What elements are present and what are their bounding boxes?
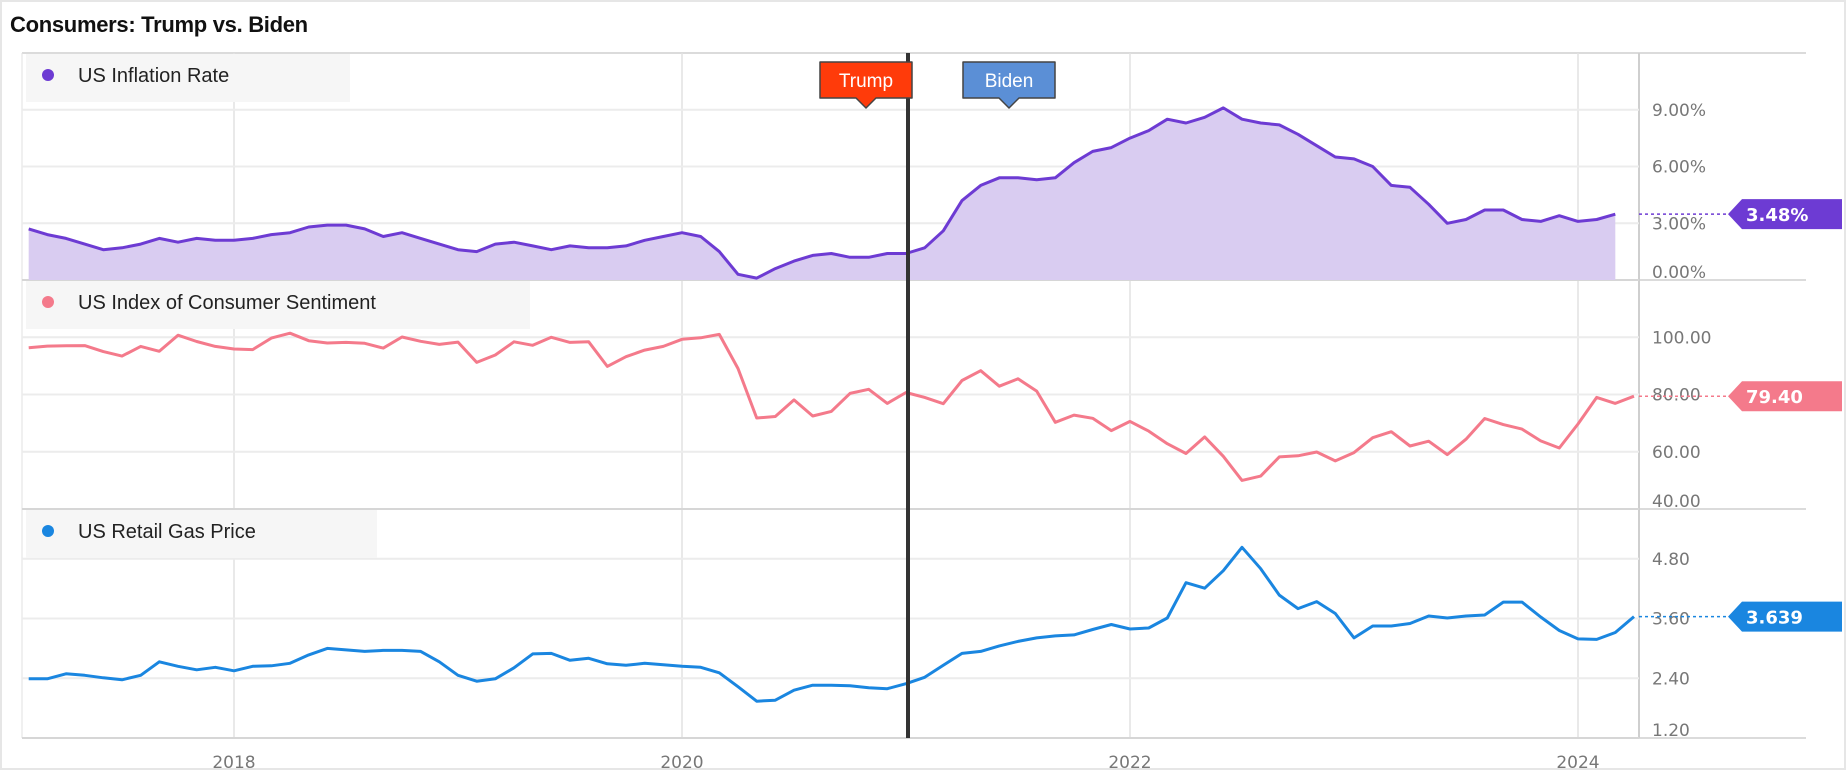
y-tick-label: 3.00% bbox=[1652, 214, 1706, 234]
legend-box bbox=[26, 281, 530, 329]
last-value-label: 3.48% bbox=[1746, 205, 1808, 226]
legend-label: US Inflation Rate bbox=[78, 65, 229, 87]
chart-title: Consumers: Trump vs. Biden bbox=[10, 12, 308, 37]
trump-marker: Trump bbox=[819, 61, 913, 109]
last-value-label: 79.40 bbox=[1746, 387, 1803, 408]
y-tick-label: 3.60 bbox=[1652, 610, 1690, 630]
inflation-area-fill bbox=[28, 107, 1616, 281]
x-tick-label-2018: 2018 bbox=[212, 753, 255, 770]
last-value-tag bbox=[1728, 381, 1842, 412]
legend-marker bbox=[42, 69, 54, 81]
legend-marker bbox=[42, 296, 54, 308]
last-value-tag bbox=[1728, 199, 1842, 230]
y-tick-label: 1.20 bbox=[1652, 721, 1690, 741]
biden-marker-shape bbox=[962, 61, 1056, 109]
series-line-0 bbox=[28, 106, 1616, 280]
trump-marker-label: Trump bbox=[839, 71, 893, 92]
y-tick-label: 9.00% bbox=[1652, 101, 1706, 121]
biden-marker: Biden bbox=[962, 61, 1056, 109]
x-tick-label-2024: 2024 bbox=[1556, 753, 1599, 770]
legend-label: US Index of Consumer Sentiment bbox=[78, 292, 376, 314]
x-tick-label-2022: 2022 bbox=[1108, 753, 1151, 770]
legend-label: US Retail Gas Price bbox=[78, 521, 256, 543]
y-tick-label: 2.40 bbox=[1652, 669, 1690, 689]
last-value-tag bbox=[1728, 601, 1842, 632]
legend-box bbox=[26, 510, 377, 558]
y-tick-label: 40.00 bbox=[1652, 492, 1701, 512]
trump-marker-shape bbox=[819, 61, 913, 109]
y-tick-label: 6.00% bbox=[1652, 158, 1706, 178]
y-tick-label: 60.00 bbox=[1652, 443, 1701, 463]
last-value-label: 3.639 bbox=[1746, 608, 1803, 629]
series-line-1 bbox=[28, 331, 1635, 482]
biden-marker-label: Biden bbox=[985, 71, 1034, 92]
y-tick-label: 4.80 bbox=[1652, 550, 1690, 570]
series-line-2 bbox=[28, 545, 1635, 703]
x-tick-label-2020: 2020 bbox=[660, 753, 703, 770]
legend-box bbox=[26, 54, 350, 102]
y-tick-label: 100.00 bbox=[1652, 328, 1711, 348]
y-tick-label: 0.00% bbox=[1652, 263, 1706, 283]
legend-marker bbox=[42, 525, 54, 537]
